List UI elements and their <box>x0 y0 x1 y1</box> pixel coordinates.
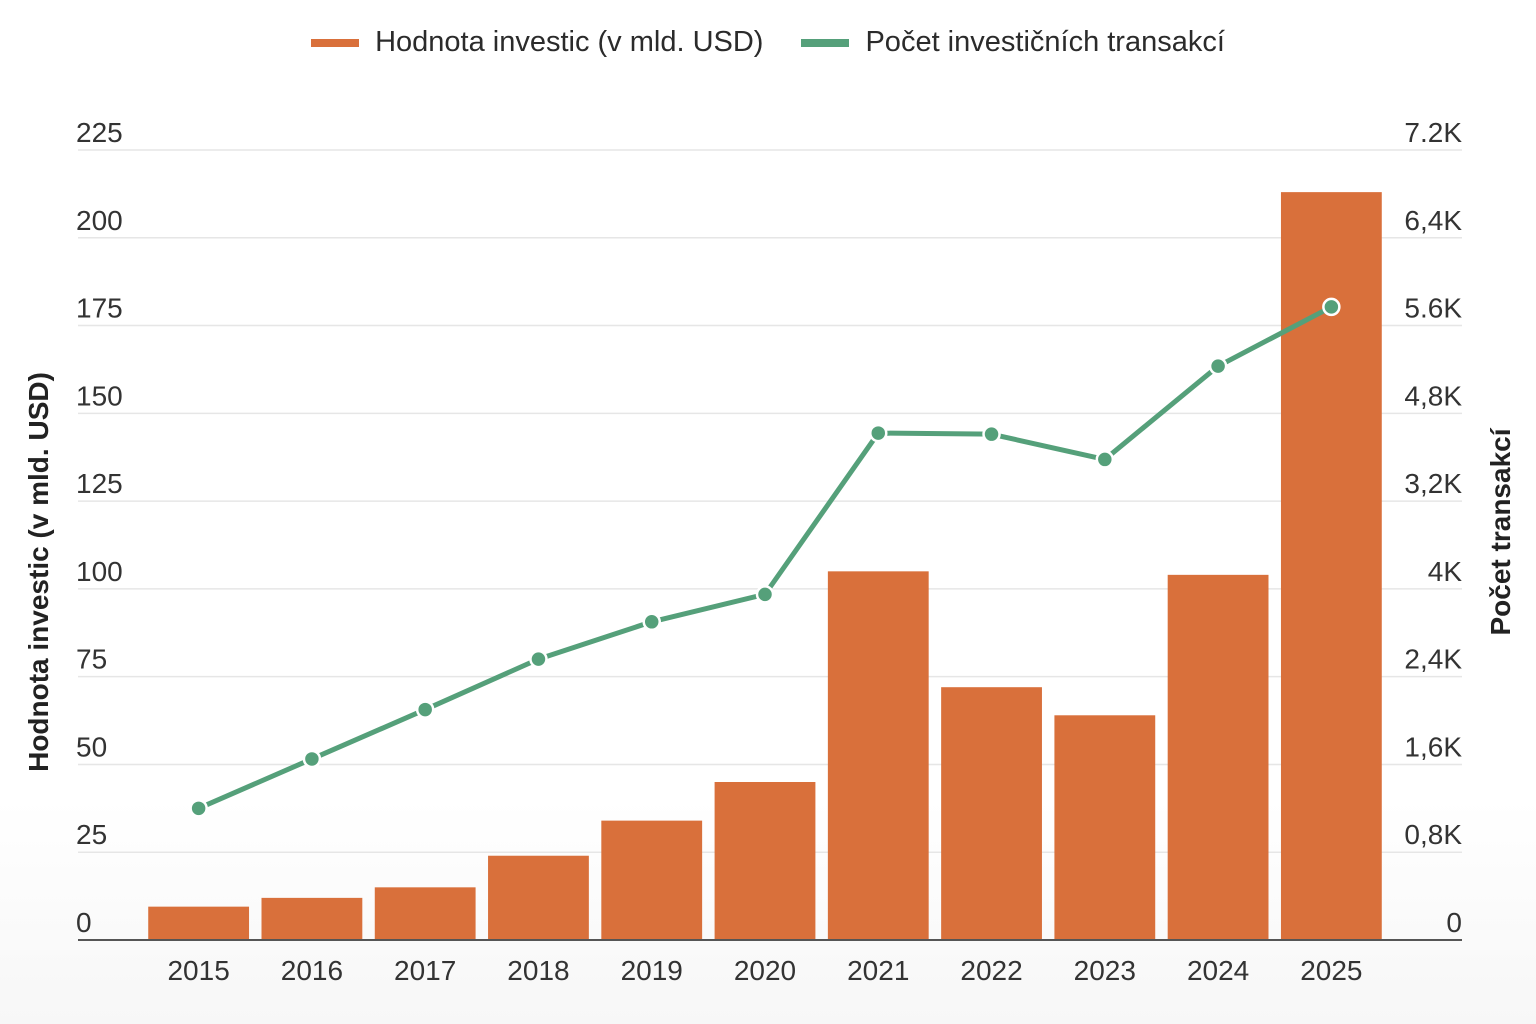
x-tick-label-2016: 2016 <box>281 955 343 986</box>
y-left-tick-label: 100 <box>76 556 123 587</box>
point-2020[interactable] <box>755 585 775 604</box>
legend-item-investment-value[interactable]: Hodnota investic (v mld. USD) <box>311 26 763 59</box>
point-2024[interactable] <box>1208 356 1228 376</box>
y-left-tick-label: 150 <box>76 380 123 411</box>
bar-2025[interactable] <box>1280 192 1382 941</box>
bar-2016[interactable] <box>261 897 363 940</box>
point-2025[interactable] <box>1322 297 1341 317</box>
bar-2015[interactable] <box>148 906 250 940</box>
x-tick-label-2018: 2018 <box>507 955 569 986</box>
y-left-tick-label: 25 <box>76 819 107 850</box>
y-left-tick-label: 175 <box>76 293 123 324</box>
x-tick-label-2021: 2021 <box>847 955 909 986</box>
point-2016[interactable] <box>302 749 322 769</box>
y-right-tick-label: 2,4K <box>1404 644 1462 675</box>
y-left-tick-label: 125 <box>76 468 123 499</box>
x-tick-label-2019: 2019 <box>621 955 683 986</box>
point-2021[interactable] <box>869 423 888 443</box>
y-left-tick-label: 50 <box>76 731 107 762</box>
bar-2022[interactable] <box>941 687 1042 940</box>
y-right-tick-label: 7.2K <box>1404 117 1462 148</box>
point-2019[interactable] <box>642 612 661 632</box>
y-axis-left-title: Hodnota investic (v mld. USD) <box>23 372 54 772</box>
y-right-tick-label: 1,6K <box>1404 731 1462 762</box>
line-series <box>189 297 1341 818</box>
point-2023[interactable] <box>1095 450 1115 469</box>
legend-swatch-bar <box>311 38 360 47</box>
y-right-tick-label: 3,2K <box>1404 468 1462 499</box>
point-2015[interactable] <box>189 799 208 818</box>
y-right-tick-label: 4K <box>1428 556 1463 587</box>
legend-swatch-line <box>801 38 850 47</box>
y-axis-right-title: Počet transakcí <box>1485 427 1516 635</box>
bar-2021[interactable] <box>827 571 929 940</box>
x-tick-label-2015: 2015 <box>167 955 229 986</box>
point-2017[interactable] <box>415 700 435 719</box>
y-right-tick-label: 6,4K <box>1404 205 1462 236</box>
y-left-tick-label: 200 <box>76 205 123 236</box>
y-left-tick-label: 75 <box>76 644 107 675</box>
point-2022[interactable] <box>982 424 1001 444</box>
line-transaction-count <box>196 304 1334 811</box>
tick-labels: 0 0 25 0,8K 50 1,6K 75 2,4K 100 4K 125 3,2K 150 4,8K 1… <box>76 117 1462 986</box>
x-tick-label-2023: 2023 <box>1074 955 1136 986</box>
bar-2020[interactable] <box>714 782 816 940</box>
x-tick-label-2020: 2020 <box>734 955 796 986</box>
y-right-tick-label: 0 <box>1446 907 1462 938</box>
bar-2018[interactable] <box>488 855 589 940</box>
legend-label-transaction-count: Počet investičních transakcí <box>865 26 1225 58</box>
x-tick-label-2022: 2022 <box>960 955 1022 986</box>
y-left-tick-label: 0 <box>76 907 92 938</box>
bar-2019[interactable] <box>601 820 703 940</box>
y-right-tick-label: 5.6K <box>1404 293 1462 324</box>
legend-item-transaction-count[interactable]: Počet investičních transakcí <box>801 26 1225 59</box>
legend: Hodnota investic (v mld. USD) Počet inve… <box>0 26 1536 59</box>
bar-2023[interactable] <box>1054 715 1156 940</box>
bars <box>148 192 1382 941</box>
point-2018[interactable] <box>529 649 548 669</box>
x-tick-label-2017: 2017 <box>394 955 456 986</box>
y-left-tick-label: 225 <box>76 117 123 148</box>
y-right-tick-label: 0,8K <box>1404 819 1462 850</box>
x-tick-label-2025: 2025 <box>1300 955 1362 986</box>
bar-2017[interactable] <box>374 887 476 940</box>
y-right-tick-label: 4,8K <box>1404 380 1462 411</box>
x-tick-label-2024: 2024 <box>1187 955 1249 986</box>
bar-2024[interactable] <box>1167 574 1269 940</box>
legend-label-investment-value: Hodnota investic (v mld. USD) <box>375 26 764 58</box>
